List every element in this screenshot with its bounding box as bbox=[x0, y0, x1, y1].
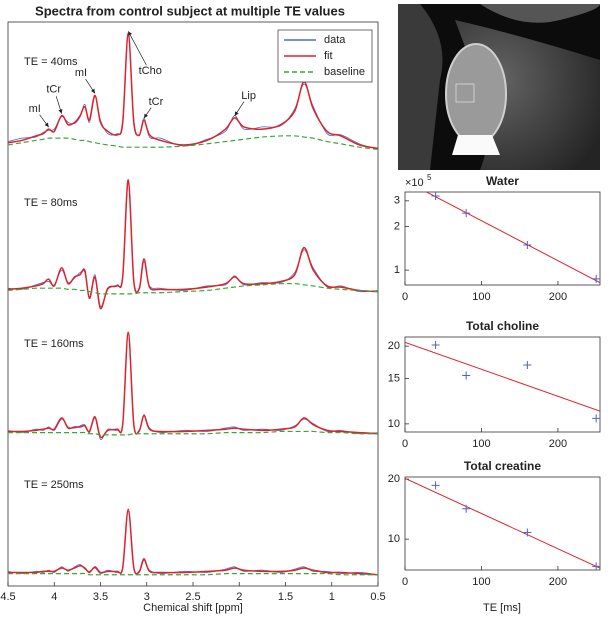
y-tick-label: 1 bbox=[394, 264, 400, 276]
annotation-arrow bbox=[143, 107, 152, 119]
x-axis-label: TE [ms] bbox=[483, 602, 521, 614]
mri-image bbox=[398, 4, 600, 170]
fit-line bbox=[425, 192, 600, 284]
annotation-arrow bbox=[127, 31, 147, 66]
data-point bbox=[462, 371, 471, 380]
x-tick-label: 100 bbox=[472, 438, 490, 450]
panel-label: TE = 250ms bbox=[24, 479, 84, 491]
x-tick-label: 200 bbox=[549, 291, 567, 303]
spectrum-line bbox=[7, 511, 379, 576]
data-point bbox=[592, 414, 601, 423]
x-tick-label: 200 bbox=[549, 438, 567, 450]
data-point bbox=[431, 341, 440, 350]
data-point bbox=[431, 481, 440, 490]
spectrum-line bbox=[7, 32, 379, 150]
data-point bbox=[462, 209, 471, 218]
x-tick-label: 4 bbox=[51, 591, 57, 603]
chart-title: Total creatine bbox=[464, 459, 541, 473]
x-tick-label: 2.5 bbox=[185, 591, 200, 603]
annotation: tCho bbox=[139, 65, 162, 77]
annotation-arrow bbox=[234, 101, 245, 117]
chart-title: Total choline bbox=[466, 319, 539, 333]
spectrum-line bbox=[7, 135, 379, 151]
x-tick-label: 0 bbox=[402, 576, 408, 588]
fit-line bbox=[405, 477, 600, 569]
axis-exponent: 5 bbox=[427, 173, 432, 182]
x-tick-label: 4.5 bbox=[0, 591, 15, 603]
plot-frame bbox=[7, 21, 379, 587]
x-tick-label: 1.5 bbox=[278, 591, 293, 603]
y-tick-label: 10 bbox=[388, 418, 400, 430]
legend-label: fit bbox=[324, 50, 333, 62]
chart-title: Water bbox=[486, 174, 519, 188]
data-point bbox=[523, 240, 532, 249]
plot-area bbox=[425, 192, 600, 284]
data-point bbox=[592, 562, 601, 571]
axis-multiplier: ×10 bbox=[405, 177, 424, 189]
plot-frame bbox=[404, 476, 601, 571]
plot-area bbox=[405, 341, 600, 412]
annotation: Lip bbox=[241, 90, 256, 102]
x-tick-label: 100 bbox=[472, 291, 490, 303]
annotation-arrow bbox=[55, 96, 63, 114]
y-tick-label: 3 bbox=[394, 195, 400, 207]
y-tick-label: 10 bbox=[388, 533, 400, 545]
x-axis-label: Chemical shift [ppm] bbox=[143, 602, 243, 614]
data-point bbox=[431, 191, 440, 200]
x-tick-label: 3.5 bbox=[93, 591, 108, 603]
data-point bbox=[592, 274, 601, 283]
y-tick-label: 20 bbox=[388, 340, 400, 352]
spectrum-line bbox=[8, 430, 379, 436]
panel-label: TE = 80ms bbox=[24, 197, 78, 209]
legend-label: data bbox=[324, 34, 346, 46]
x-tick-label: 3 bbox=[144, 591, 150, 603]
x-tick-label: 0 bbox=[402, 438, 408, 450]
spectrum-line bbox=[7, 508, 379, 576]
plot-area bbox=[405, 477, 600, 569]
fit-line bbox=[405, 341, 600, 412]
panel-label: TE = 160ms bbox=[24, 338, 84, 350]
spectrum-line bbox=[7, 179, 379, 310]
annotation: mI bbox=[75, 67, 87, 79]
y-tick-label: 15 bbox=[388, 372, 400, 384]
plot-frame bbox=[404, 336, 601, 433]
x-tick-label: 100 bbox=[472, 576, 490, 588]
spectrum-line bbox=[7, 334, 379, 440]
y-tick-label: 20 bbox=[388, 473, 400, 485]
annotation-arrow bbox=[39, 114, 49, 128]
y-tick-label: 2 bbox=[394, 220, 400, 232]
annotation-arrow bbox=[85, 78, 96, 94]
spectrum-line bbox=[7, 331, 379, 439]
data-point bbox=[462, 504, 471, 513]
x-tick-label: 2 bbox=[236, 591, 242, 603]
x-tick-label: 1 bbox=[329, 591, 335, 603]
plot-frame bbox=[404, 191, 601, 286]
x-tick-label: 200 bbox=[549, 576, 567, 588]
x-tick-label: 0.5 bbox=[370, 591, 385, 603]
annotation: mI bbox=[29, 103, 41, 115]
annotation: tCr bbox=[149, 96, 164, 108]
panel-label: TE = 40ms bbox=[24, 56, 78, 68]
chart-title: Spectra from control subject at multiple… bbox=[35, 3, 345, 18]
x-tick-label: 0 bbox=[402, 291, 408, 303]
data-point bbox=[523, 361, 532, 370]
spectrum-line bbox=[8, 572, 378, 576]
annotation: tCr bbox=[46, 84, 61, 96]
legend-label: baseline bbox=[324, 66, 365, 78]
data-point bbox=[523, 528, 532, 537]
